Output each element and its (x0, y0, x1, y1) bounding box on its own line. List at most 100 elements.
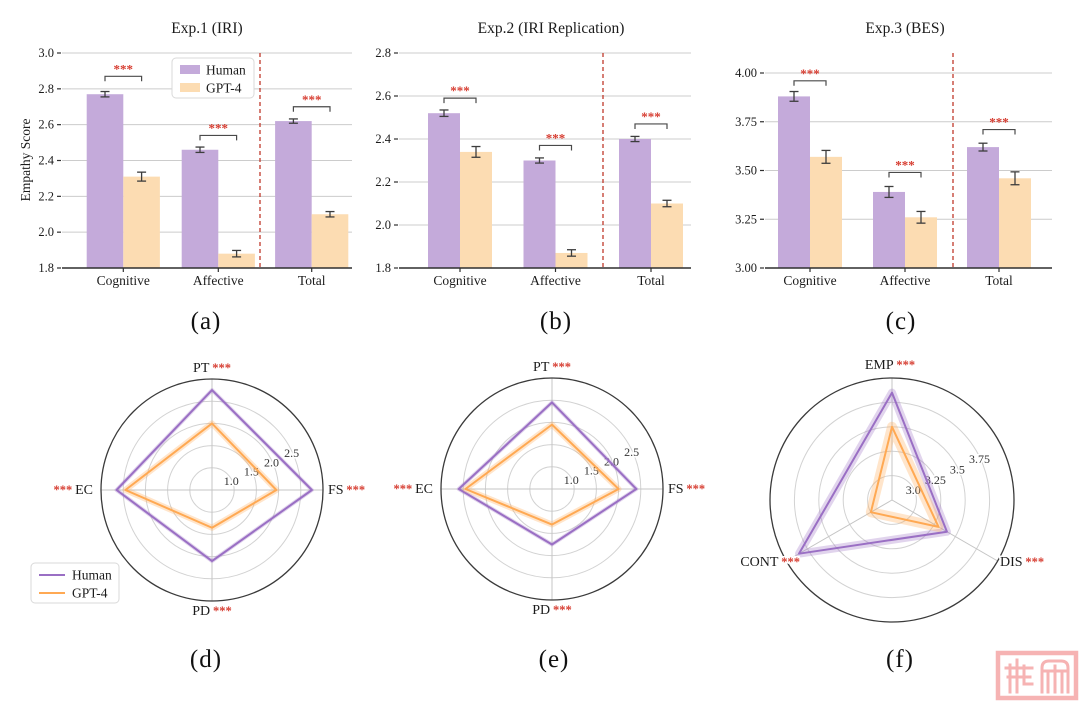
errorbar-gpt-4-affective (232, 249, 242, 258)
errorbar-human-affective (195, 146, 205, 154)
errorbar-gpt-4-cognitive (471, 145, 481, 158)
y-tick-label: 2.0 (38, 225, 54, 239)
bar-gpt-4-total (651, 203, 683, 268)
panel-label-f: (f) (886, 646, 914, 673)
panel-b-bar-chart: 1.8 2.0 2.2 2.4 2.6 2.8 *** *** *** Cognitive Affe… (375, 20, 691, 288)
errorbar-human-affective (535, 157, 544, 164)
bar-gpt-4-cognitive (810, 156, 842, 268)
x-category-label: Affective (880, 273, 931, 288)
radar-ring-label: 2.5 (624, 445, 639, 459)
x-category-label: Cognitive (97, 273, 150, 288)
radar-axis-label-fs: FS *** (668, 482, 705, 497)
errorbar-gpt-4-cognitive (821, 149, 831, 164)
y-tick-label: 2.6 (38, 118, 54, 132)
radar-outer-circle (440, 377, 664, 601)
radar-ring-label: 1.0 (564, 473, 579, 487)
sig-stars: *** (800, 66, 820, 81)
sig-stars: *** (209, 120, 229, 135)
bar-human-cognitive (428, 113, 460, 268)
y-axis-label: Empathy Score (18, 119, 33, 202)
bar-gpt-4-total (999, 178, 1031, 268)
y-tick-label: 2.6 (375, 89, 391, 103)
radar-ring-label: 3.75 (969, 452, 990, 466)
errorbar-gpt-4-total (1010, 171, 1020, 186)
sig-bracket-cognitive (793, 80, 827, 86)
y-tick-label: 3.25 (735, 212, 757, 226)
watermark-seal (995, 650, 1079, 701)
legend-swatch (180, 65, 200, 74)
sig-stars: *** (546, 130, 566, 145)
panel-label-d: (d) (189, 646, 223, 673)
sig-stars: *** (895, 157, 915, 172)
bar-human-affective (181, 149, 219, 268)
radar-series-gpt-4 (464, 423, 620, 526)
y-tick-label: 3.50 (735, 164, 757, 178)
radar-ring-label: 3.5 (950, 462, 965, 476)
legend-swatch (180, 83, 200, 92)
sig-stars: *** (302, 92, 322, 107)
bar-human-cognitive (86, 94, 124, 268)
radar-ring-label: 3.25 (925, 473, 946, 487)
errorbar-gpt-4-affective (567, 249, 576, 257)
panel-c-bar-chart: 3.00 3.25 3.50 3.75 4.00 *** *** *** Cognitive Af… (735, 20, 1052, 288)
panel-e-radar-chart: 1.01.52.02.5PT ***FS ***PD ****** EC (392, 359, 707, 620)
y-tick-label: 2.0 (375, 218, 391, 232)
bar-human-cognitive (778, 96, 810, 269)
radar-axis-label-pd: PD *** (192, 604, 231, 619)
sig-bracket-total (634, 123, 668, 129)
radar-axis-label-pt: PT *** (193, 361, 231, 376)
bar-human-total (275, 121, 312, 268)
errorbar-human-cognitive (100, 90, 110, 98)
bar-gpt-4-cognitive (123, 176, 160, 268)
radar-axis-label-fs: FS *** (328, 483, 365, 498)
errorbar-human-affective (884, 185, 894, 199)
errorbar-gpt-4-cognitive (137, 171, 147, 182)
panel-a-bar-chart: 1.8 2.0 2.2 2.4 2.6 2.8 3.0 *** *** *** Cognitive A… (18, 20, 352, 288)
radar-series-gpt-4 (124, 422, 278, 529)
panel-label-c: (c) (885, 308, 917, 335)
bar-gpt-4-affective (218, 253, 255, 268)
x-category-label: Total (985, 273, 1013, 288)
sig-stars: *** (114, 61, 134, 76)
sig-bracket-cognitive (443, 97, 477, 104)
y-tick-label: 1.8 (38, 261, 54, 275)
radar-series-gpt-4 (869, 425, 940, 528)
bar-human-affective (523, 160, 556, 268)
y-tick-label: 3.00 (735, 261, 757, 275)
radar-ring-label: 1.0 (224, 474, 239, 488)
radar-axis-label-pt: PT *** (533, 360, 571, 375)
y-tick-label: 2.2 (375, 175, 391, 189)
y-tick-label: 2.4 (38, 154, 54, 168)
sig-stars: *** (641, 109, 661, 124)
bar-gpt-4-cognitive (460, 151, 492, 268)
radar-axis-label-cont: CONT *** (740, 555, 800, 570)
x-category-label: Affective (193, 273, 244, 288)
panel-label-e: (e) (538, 646, 570, 673)
legend-label: Human (206, 63, 246, 78)
y-tick-label: 2.8 (38, 82, 54, 96)
sig-bracket-affective (538, 144, 573, 151)
radar-ring-label: 2.5 (284, 446, 299, 460)
sig-bracket-affective (888, 171, 922, 178)
sig-stars: *** (450, 83, 470, 98)
y-tick-label: 4.00 (735, 66, 757, 80)
errorbar-human-cognitive (439, 109, 449, 118)
radar-axis-label-dis: DIS *** (1000, 555, 1044, 570)
bar-gpt-4-total (311, 214, 349, 268)
sig-bracket-total (292, 106, 331, 112)
panel-d-radar-chart: 1.01.52.02.5PT ***FS ***PD ****** ECHuma… (30, 360, 367, 621)
x-category-label: Affective (530, 273, 581, 288)
radar-outer-circle (769, 377, 1015, 623)
y-tick-label: 2.8 (375, 46, 391, 60)
errorbar-gpt-4-total (325, 210, 335, 218)
x-category-label: Cognitive (433, 273, 486, 288)
sig-stars: *** (989, 115, 1009, 130)
seal-border (995, 650, 1079, 701)
radar-ring-label: 2.0 (604, 454, 619, 468)
y-tick-label: 2.4 (375, 132, 391, 146)
y-tick-label: 3.75 (735, 115, 757, 129)
chart-title: Exp.2 (IRI Replication) (478, 20, 625, 37)
y-tick-label: 3.0 (38, 46, 54, 60)
errorbar-human-cognitive (789, 90, 799, 102)
